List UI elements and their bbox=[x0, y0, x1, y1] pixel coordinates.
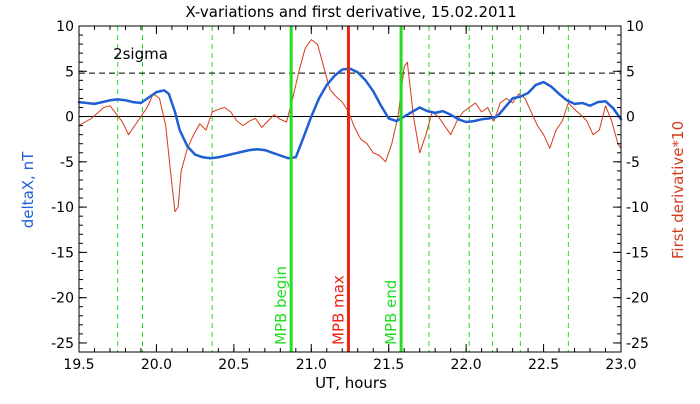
sigma-label: 2sigma bbox=[113, 45, 168, 63]
derivative-series-line bbox=[78, 39, 622, 213]
x-tick-label: 21.5 bbox=[373, 357, 404, 373]
x-tick-label: 20.5 bbox=[218, 357, 249, 373]
y-tick-label-right: 10 bbox=[626, 19, 644, 35]
y-tick-label-right: 5 bbox=[626, 64, 635, 80]
y-tick-label-left: 0 bbox=[65, 110, 74, 126]
mpb-end-label: MPB end bbox=[382, 280, 400, 345]
y-tick-label-right: -10 bbox=[626, 200, 649, 216]
y-axis-label-left: deltaX, nT bbox=[19, 151, 37, 228]
y-tick-label-right: -25 bbox=[626, 336, 649, 352]
x-tick-label: 19.5 bbox=[63, 357, 94, 373]
chart-title: X-variations and first derivative, 15.02… bbox=[185, 3, 516, 21]
y-tick-label-left: -25 bbox=[51, 336, 74, 352]
y-tick-label-left: -20 bbox=[51, 291, 74, 307]
y-tick-label-right: 0 bbox=[626, 110, 635, 126]
y-tick-label-right: -5 bbox=[626, 155, 640, 171]
y-tick-label-right: -20 bbox=[626, 291, 649, 307]
plot-frame bbox=[78, 25, 622, 353]
x-tick-label: 22.5 bbox=[528, 357, 559, 373]
x-tick-label: 20.0 bbox=[141, 357, 172, 373]
mpb-begin-label: MPB begin bbox=[272, 266, 290, 345]
y-tick-label-left: 10 bbox=[56, 19, 74, 35]
deltax-series-line bbox=[77, 67, 623, 160]
y-tick-label-left: -15 bbox=[51, 245, 74, 261]
mpb-max-label: MPB max bbox=[329, 275, 347, 345]
x-axis-label: UT, hours bbox=[315, 374, 387, 392]
y-axis-label-right: First derivative*10 bbox=[669, 121, 687, 259]
y-tick-label-left: -10 bbox=[51, 200, 74, 216]
y-tick-label-right: -15 bbox=[626, 245, 649, 261]
x-tick-label: 22.0 bbox=[451, 357, 482, 373]
y-tick-label-left: 5 bbox=[65, 64, 74, 80]
x-tick-label: 21.0 bbox=[296, 357, 327, 373]
plot-area: 2sigma MPB begin MPB max MPB end 19.5 20.0 20.… bbox=[51, 19, 649, 373]
y-tick-label-left: -5 bbox=[60, 155, 74, 171]
x-tick-label: 23.0 bbox=[605, 357, 636, 373]
